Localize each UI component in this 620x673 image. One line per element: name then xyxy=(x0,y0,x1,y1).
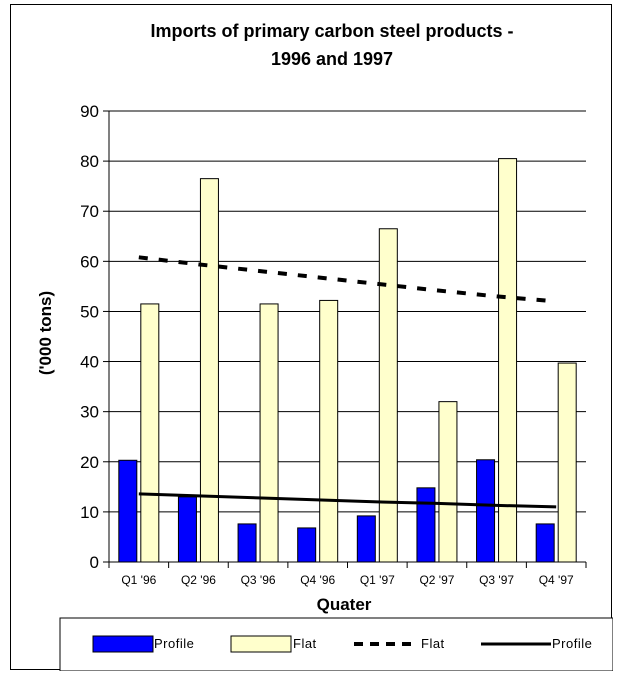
bar-flat xyxy=(378,228,398,563)
legend-label-flat-bar: Flat xyxy=(293,636,317,651)
bar-flat xyxy=(557,362,577,563)
x-tick-label: Q4 '97 xyxy=(539,573,574,587)
bar-profile xyxy=(535,523,555,563)
chart-title-line-2: 1996 and 1997 xyxy=(271,49,393,69)
x-tick-label: Q1 '97 xyxy=(360,573,395,587)
bar-flat xyxy=(438,401,458,563)
legend-label-profile-trend: Profile xyxy=(552,636,592,651)
bar-profile xyxy=(177,496,197,563)
bar-profile xyxy=(476,459,496,563)
x-tick-label: Q4 '96 xyxy=(300,573,335,587)
x-tick-label: Q2 '97 xyxy=(419,573,454,587)
x-tick-label: Q2 '96 xyxy=(181,573,216,587)
x-tick-label: Q3 '97 xyxy=(479,573,514,587)
y-tick-label: 10 xyxy=(80,503,99,522)
bar-profile xyxy=(356,515,376,563)
y-tick-label: 80 xyxy=(80,152,99,171)
bar-profile xyxy=(118,459,138,563)
y-tick-label: 0 xyxy=(90,553,99,572)
x-tick-label: Q3 '96 xyxy=(241,573,276,587)
legend-swatch-flat-bar xyxy=(230,635,292,653)
bar-flat xyxy=(199,178,219,563)
y-axis-title: ('000 tons) xyxy=(36,291,55,375)
bar-flat xyxy=(140,303,160,563)
x-tick-labels: Q1 '96 Q2 '96 Q3 '96 Q4 '96 Q1 '97 Q2 '97 Q3 '… xyxy=(121,573,574,587)
y-tick-labels: 0 10 20 30 40 50 60 70 80 90 xyxy=(80,102,109,572)
bar-flat xyxy=(259,303,279,563)
y-tick-label: 30 xyxy=(80,403,99,422)
y-tick-label: 60 xyxy=(80,252,99,271)
chart: Imports of primary carbon steel products… xyxy=(36,21,613,671)
bar-flat xyxy=(319,299,339,563)
trendline-profile xyxy=(138,492,557,509)
bar-profile xyxy=(297,527,317,563)
axes xyxy=(108,111,587,568)
bar-flat xyxy=(498,158,518,563)
y-tick-label: 40 xyxy=(80,353,99,372)
legend-label-profile-bar: Profile xyxy=(154,636,194,651)
x-axis-title: Quater xyxy=(317,595,372,614)
legend-swatch-profile-bar xyxy=(92,635,154,653)
y-tick-label: 70 xyxy=(80,202,99,221)
y-tick-label: 90 xyxy=(80,102,99,121)
grid xyxy=(109,110,586,513)
bar-profile xyxy=(237,523,257,563)
y-tick-label: 20 xyxy=(80,453,99,472)
chart-frame: Imports of primary carbon steel products… xyxy=(10,4,613,671)
legend: Profile Flat Flat Profile xyxy=(59,617,613,671)
chart-title-line-1: Imports of primary carbon steel products… xyxy=(150,21,513,41)
x-tick-label: Q1 '96 xyxy=(121,573,156,587)
y-tick-label: 50 xyxy=(80,302,99,321)
bar-profile xyxy=(416,487,436,563)
trendlines xyxy=(138,255,557,509)
legend-label-flat-trend: Flat xyxy=(421,636,445,651)
